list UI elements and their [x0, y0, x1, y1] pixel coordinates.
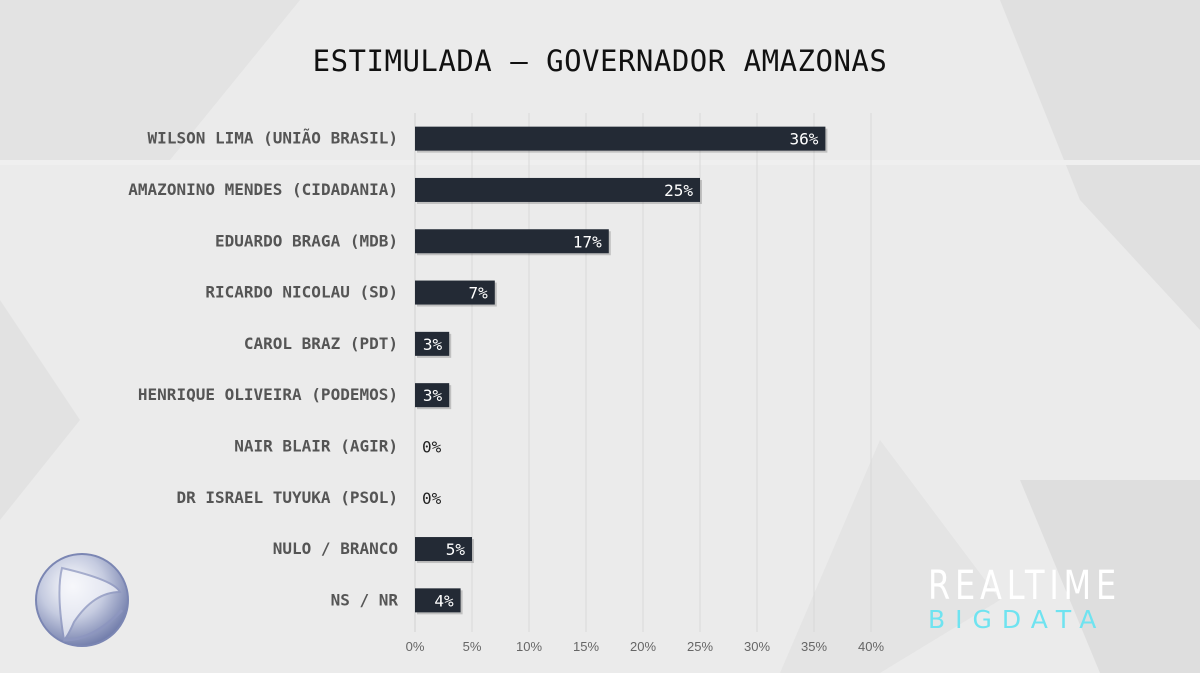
- value-label: 3%: [423, 386, 443, 405]
- value-label: 25%: [664, 181, 693, 200]
- bar: [415, 177, 700, 202]
- value-label: 5%: [446, 540, 466, 559]
- x-tick-label: 30%: [744, 639, 770, 654]
- category-label: DR ISRAEL TUYUKA (PSOL): [176, 488, 398, 507]
- category-label: HENRIQUE OLIVEIRA (PODEMOS): [138, 385, 398, 404]
- x-tick-label: 0%: [406, 639, 425, 654]
- category-label: RICARDO NICOLAU (SD): [205, 283, 398, 302]
- category-label: NS / NR: [331, 590, 399, 609]
- x-tick-label: 10%: [516, 639, 542, 654]
- value-label: 36%: [789, 130, 818, 149]
- category-label: NULO / BRANCO: [273, 539, 398, 558]
- category-labels: WILSON LIMA (UNIÃO BRASIL) AMAZONINO MEND…: [128, 129, 398, 610]
- category-label: EDUARDO BRAGA (MDB): [215, 231, 398, 250]
- bar: [415, 537, 472, 562]
- value-label: 0%: [422, 489, 442, 508]
- value-labels: 36% 25% 17% 7% 3% 3% 0% 0% 5% 4%: [422, 130, 819, 611]
- value-label: 0%: [422, 437, 442, 456]
- record-logo: [35, 553, 129, 647]
- bar: [415, 126, 826, 151]
- x-axis-ticks: 0% 5% 10% 15% 20% 25% 30% 35% 40%: [406, 639, 885, 654]
- x-tick-label: 40%: [858, 639, 884, 654]
- chart-title: ESTIMULADA – GOVERNADOR AMAZONAS: [312, 44, 888, 78]
- bar: [415, 383, 450, 408]
- bar: [415, 331, 450, 356]
- realtime-wordmark: REALTIME: [928, 563, 1121, 609]
- category-label: NAIR BLAIR (AGIR): [234, 436, 398, 455]
- x-tick-label: 5%: [463, 639, 482, 654]
- x-tick-label: 25%: [687, 639, 713, 654]
- value-label: 17%: [573, 232, 602, 251]
- bar: [415, 280, 495, 305]
- realtime-bigdata-logo: REALTIME BIGDATA: [928, 566, 1158, 634]
- bar: [415, 588, 461, 613]
- bigdata-wordmark: BIGDATA: [928, 605, 1107, 634]
- value-label: 4%: [434, 591, 454, 610]
- x-tick-label: 35%: [801, 639, 827, 654]
- value-label: 7%: [469, 284, 489, 303]
- category-label: WILSON LIMA (UNIÃO BRASIL): [148, 129, 398, 148]
- x-tick-label: 15%: [573, 639, 599, 654]
- value-label: 3%: [423, 335, 443, 354]
- category-label: AMAZONINO MENDES (CIDADANIA): [128, 180, 398, 199]
- bars: [415, 126, 828, 615]
- x-tick-label: 20%: [630, 639, 656, 654]
- category-label: CAROL BRAZ (PDT): [244, 334, 398, 353]
- bar: [415, 229, 609, 254]
